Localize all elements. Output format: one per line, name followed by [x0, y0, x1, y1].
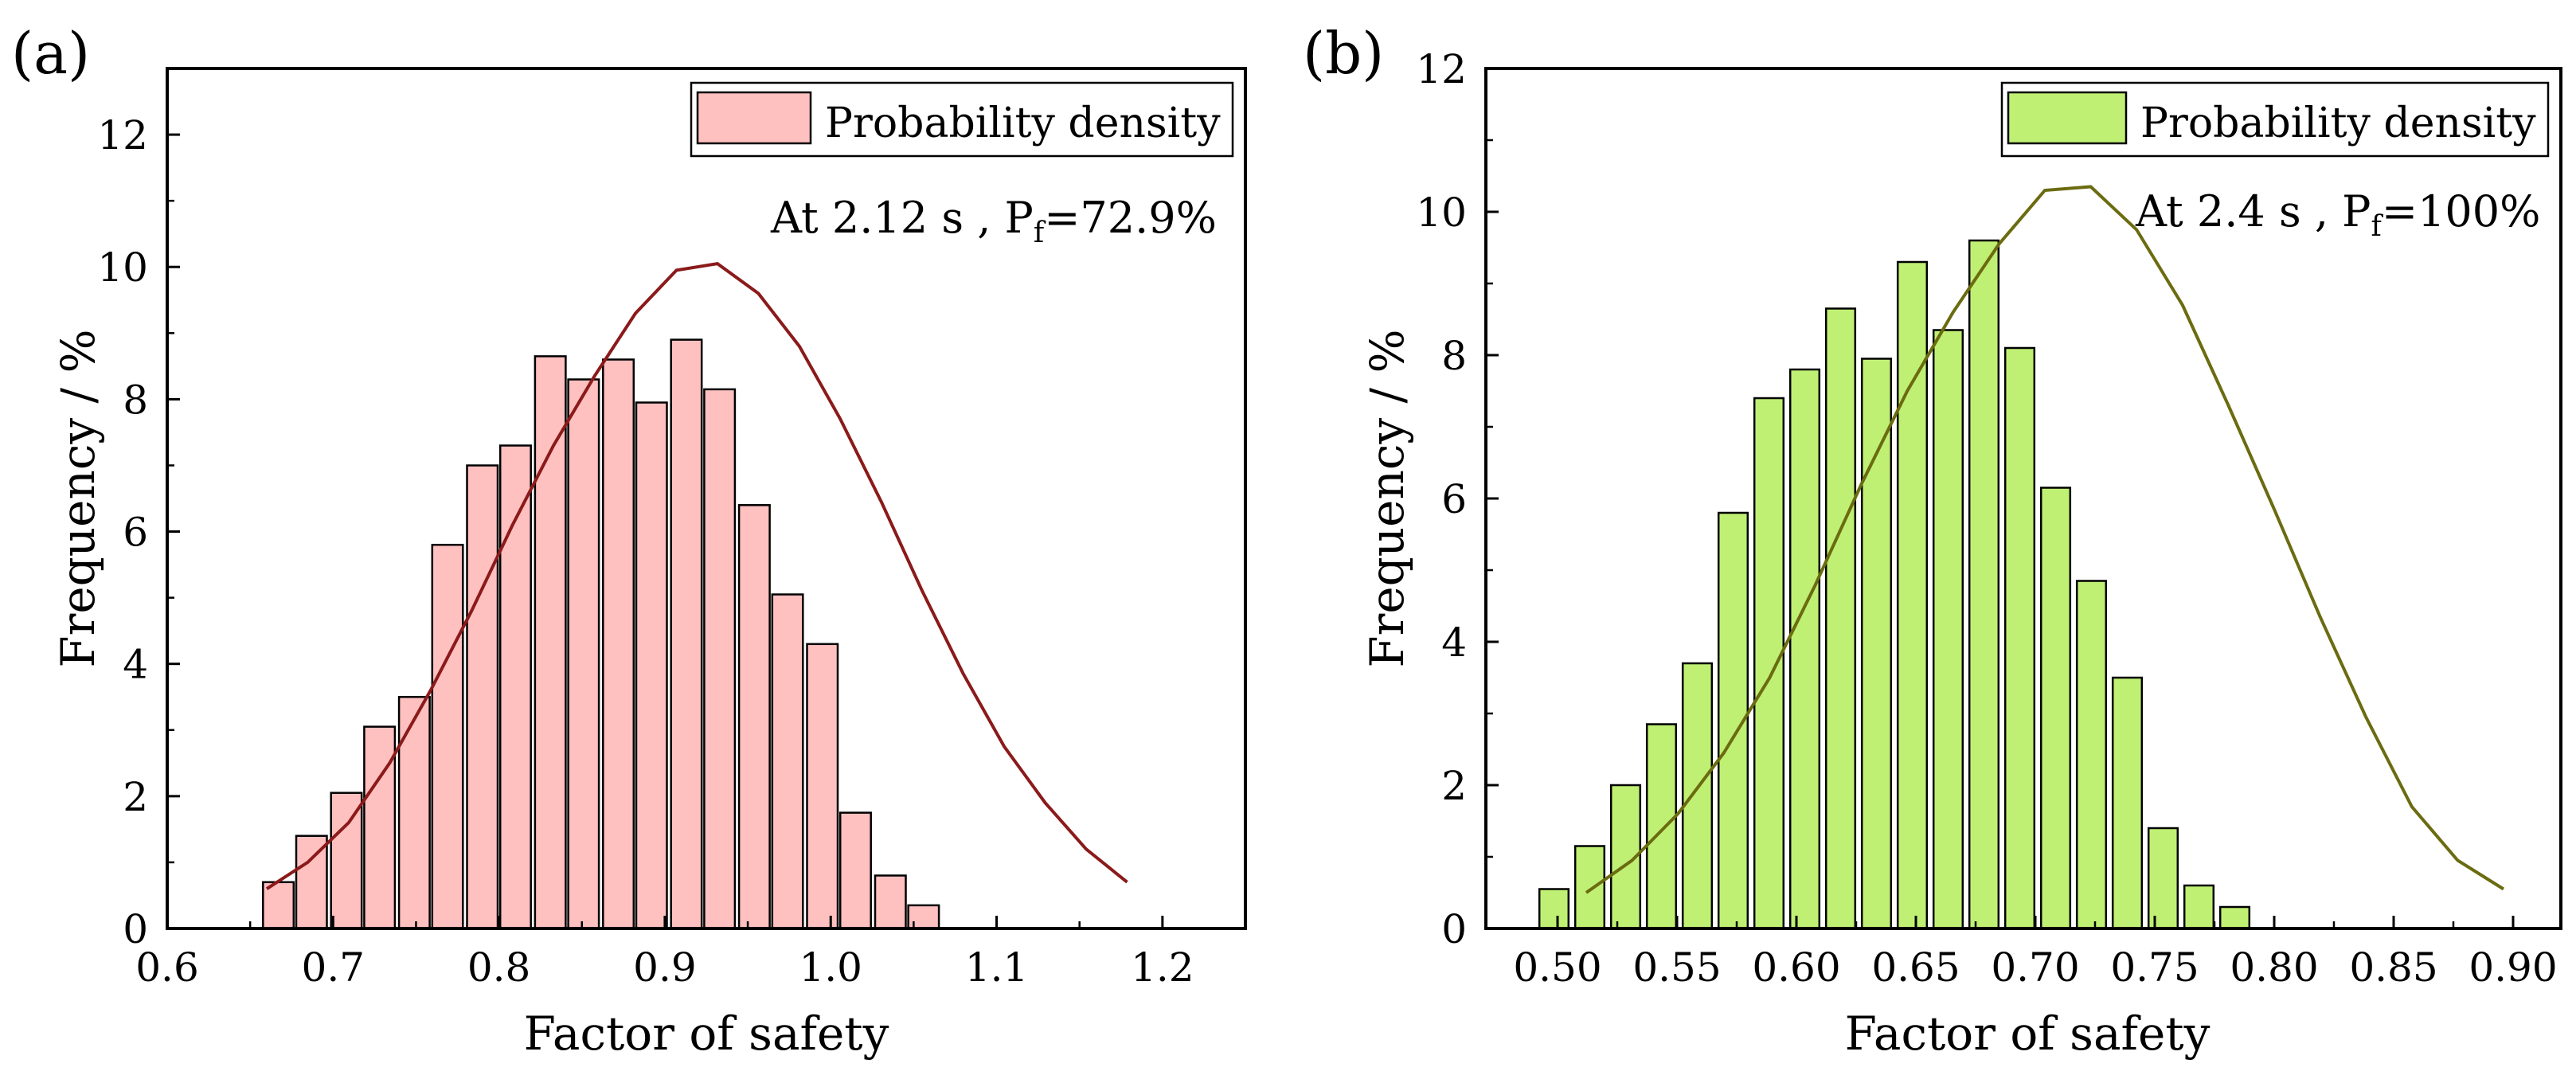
panel-a-bar — [602, 358, 635, 930]
panel-b-annotation-sub: f — [2371, 210, 2384, 243]
panel-a-bar — [838, 811, 872, 930]
panel-b-bar — [1753, 397, 1785, 930]
panel-b-x-axis: 0.50 0.55 0.60 0.65 0.70 0.75 0.80 0.85 0.90 — [1513, 916, 2558, 991]
panel-b: (b) 0.50 0.55 0.60 0.65 0.70 0.75 0.80 0.85 0.90… — [1303, 20, 2562, 1061]
panel-a-bar — [363, 725, 397, 930]
panel-b-y-tick-label: 0 — [1441, 906, 1467, 952]
panel-b-bar — [2218, 905, 2251, 930]
panel-a-y-tick-label: 10 — [97, 244, 148, 291]
panel-b-bar — [1573, 845, 1606, 930]
panel-a-annotation: At 2.12 s , Pf=72.9% — [770, 193, 1217, 249]
panel-a-annotation-suffix: =72.9% — [1044, 193, 1217, 243]
panel-a-bar — [534, 355, 567, 930]
panel-a-y-tick-label: 0 — [123, 906, 148, 952]
panel-a-y-axis-label: Frequency / % — [51, 329, 105, 667]
panel-b-density-curve — [1585, 185, 2505, 894]
panel-b-x-tick-label: 0.55 — [1632, 944, 1721, 991]
panel-b-bar — [1538, 888, 1570, 930]
panel-a-legend-label: Probability density — [825, 100, 1221, 147]
panel-b-y-tick-label: 6 — [1441, 476, 1467, 522]
panel-b-x-tick-label: 0.65 — [1871, 944, 1960, 991]
panel-a-bar — [737, 504, 771, 930]
panel-a-x-tick-label: 0.9 — [633, 944, 697, 991]
panel-a-y-axis: 0 2 4 6 8 10 12 — [97, 112, 180, 952]
panel-a-bar — [771, 593, 804, 930]
panel-b-bar — [1860, 358, 1893, 930]
panel-b-y-axis-label: Frequency / % — [1360, 329, 1414, 667]
panel-b-bars — [1538, 239, 2251, 930]
panel-b-x-tick-label: 0.90 — [2469, 944, 2557, 991]
panel-a-legend: Probability density — [690, 81, 1234, 158]
panel-b-bar — [2147, 827, 2179, 930]
panel-a-y-tick-label: 8 — [123, 377, 148, 423]
panel-a-x-tick-label: 1.0 — [799, 944, 862, 991]
panel-b-x-tick-label: 0.75 — [2110, 944, 2199, 991]
panel-a-bar — [670, 338, 703, 930]
panel-a: (a) 0.6 0.7 0.8 0.9 1.0 1.1 1.2 0 2 4 6 8 10 12 Fact… — [11, 20, 1247, 1061]
panel-b-x-tick-label: 0.60 — [1752, 944, 1840, 991]
panel-a-bars — [262, 338, 940, 930]
panel-b-y-tick-label: 12 — [1416, 46, 1467, 92]
panel-a-annotation-sub: f — [1034, 217, 1046, 249]
panel-a-x-tick-label: 0.6 — [135, 944, 199, 991]
panel-b-bar — [2003, 346, 2036, 930]
panel-a-plot-frame — [166, 67, 1247, 930]
panel-b-x-tick-label: 0.85 — [2349, 944, 2437, 991]
panel-b-x-tick-label: 0.50 — [1513, 944, 1601, 991]
panel-b-bar — [1681, 662, 1714, 930]
panel-b-x-axis-label: Factor of safety — [1845, 1007, 2211, 1061]
panel-a-bar — [397, 695, 431, 930]
panel-b-legend-swatch — [2007, 91, 2128, 145]
panel-b-y-tick-label: 8 — [1441, 333, 1467, 379]
panel-a-x-tick-label: 0.8 — [467, 944, 531, 991]
panel-a-bar — [466, 464, 499, 930]
panel-a-y-tick-label: 2 — [123, 774, 148, 820]
panel-b-bar — [2039, 487, 2072, 930]
panel-b-bar — [1645, 723, 1678, 930]
panel-b-bar — [1788, 368, 1821, 930]
panel-a-density-curve — [265, 261, 1128, 890]
panel-a-x-tick-label: 1.1 — [965, 944, 1029, 991]
panel-a-bar — [635, 401, 668, 930]
panel-a-bar — [498, 444, 532, 930]
panel-a-label: (a) — [11, 20, 90, 87]
panel-a-y-tick-label: 4 — [123, 642, 148, 688]
panel-b-x-tick-label: 0.70 — [1991, 944, 2079, 991]
panel-a-bar — [874, 874, 907, 930]
panel-b-bar — [2183, 884, 2215, 930]
panel-a-x-axis-label: Factor of safety — [524, 1007, 889, 1061]
panel-a-x-tick-label: 1.2 — [1131, 944, 1194, 991]
panel-b-bar — [2075, 580, 2108, 930]
panel-a-bar — [431, 543, 464, 930]
panel-b-annotation: At 2.4 s , Pf=100% — [2135, 186, 2540, 243]
panel-a-bar — [806, 643, 839, 930]
panel-b-y-tick-label: 4 — [1441, 620, 1467, 666]
panel-b-x-tick-label: 0.80 — [2230, 944, 2318, 991]
panel-a-y-tick-label: 6 — [123, 510, 148, 556]
panel-b-label: (b) — [1303, 20, 1384, 87]
panel-b-y-tick-label: 10 — [1416, 190, 1467, 236]
panel-b-bar — [1932, 329, 1964, 930]
panel-a-legend-swatch — [696, 91, 812, 145]
panel-a-annotation-prefix: At 2.12 s , P — [770, 193, 1034, 243]
panel-b-y-tick-label: 2 — [1441, 763, 1467, 809]
panel-b-bar — [2111, 676, 2144, 930]
panel-b-legend-label: Probability density — [2140, 100, 2536, 147]
panel-b-y-axis: 0 2 4 6 8 10 12 — [1416, 46, 1499, 952]
panel-a-bar — [703, 388, 737, 930]
panel-a-bar — [567, 378, 600, 930]
panel-a-y-tick-label: 12 — [97, 112, 148, 158]
panel-a-x-tick-label: 0.7 — [302, 944, 365, 991]
panel-a-x-axis: 0.6 0.7 0.8 0.9 1.0 1.1 1.2 — [135, 916, 1194, 991]
panel-b-annotation-suffix: =100% — [2382, 186, 2541, 236]
panel-b-legend: Probability density — [2000, 81, 2550, 158]
panel-b-annotation-prefix: At 2.4 s , P — [2135, 186, 2371, 236]
panel-b-bar — [1968, 239, 2000, 930]
panel-b-bar — [1824, 307, 1857, 930]
